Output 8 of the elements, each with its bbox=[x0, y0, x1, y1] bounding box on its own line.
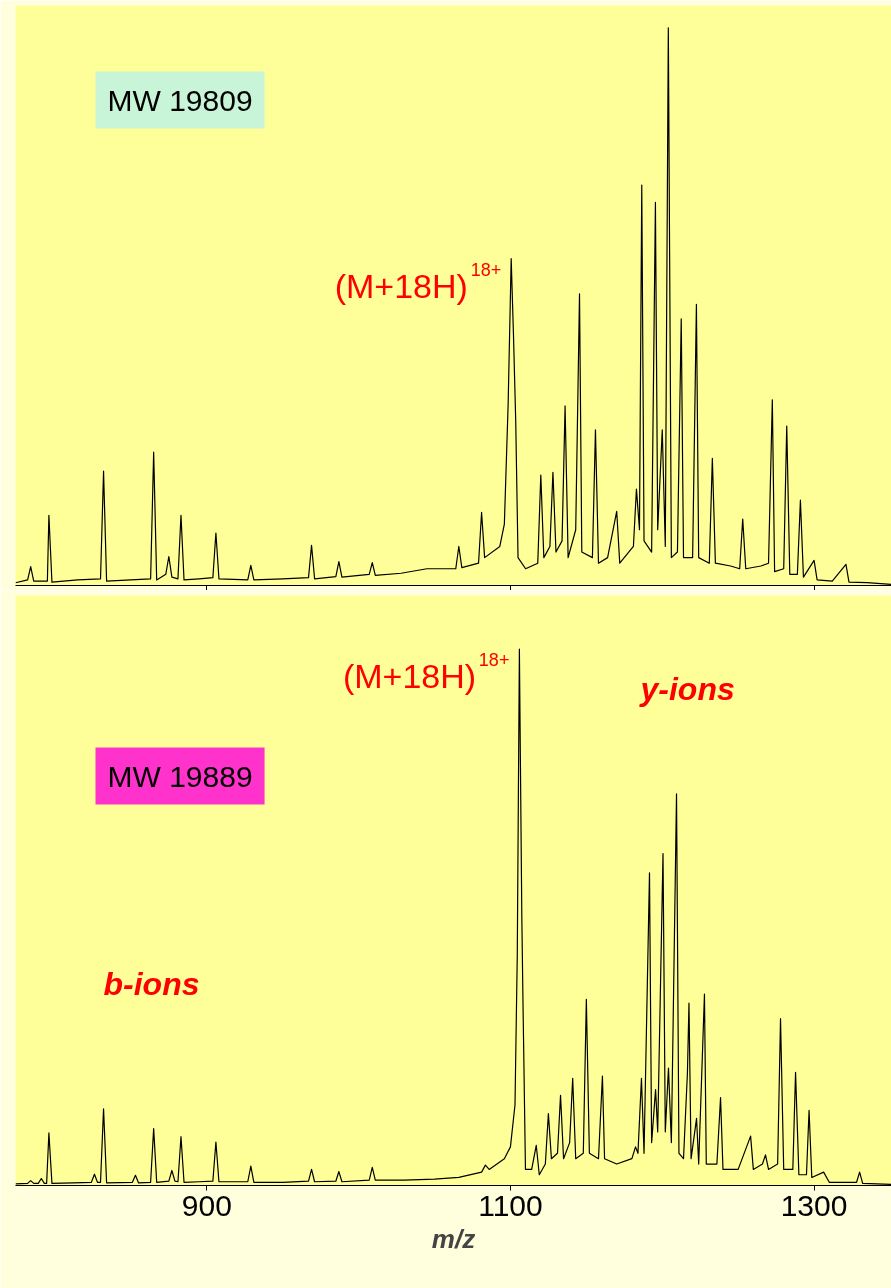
annotation: y-ions bbox=[638, 670, 735, 707]
annotation: b-ions bbox=[103, 965, 200, 1002]
annotation: MW 19889 bbox=[107, 759, 253, 793]
x-axis-title: m/z bbox=[431, 1223, 476, 1254]
annotation: MW 19809 bbox=[107, 83, 253, 117]
x-tick-label: 1300 bbox=[780, 1188, 848, 1222]
x-tick-label: 900 bbox=[181, 1188, 232, 1222]
x-tick-label: 1100 bbox=[478, 1188, 543, 1222]
